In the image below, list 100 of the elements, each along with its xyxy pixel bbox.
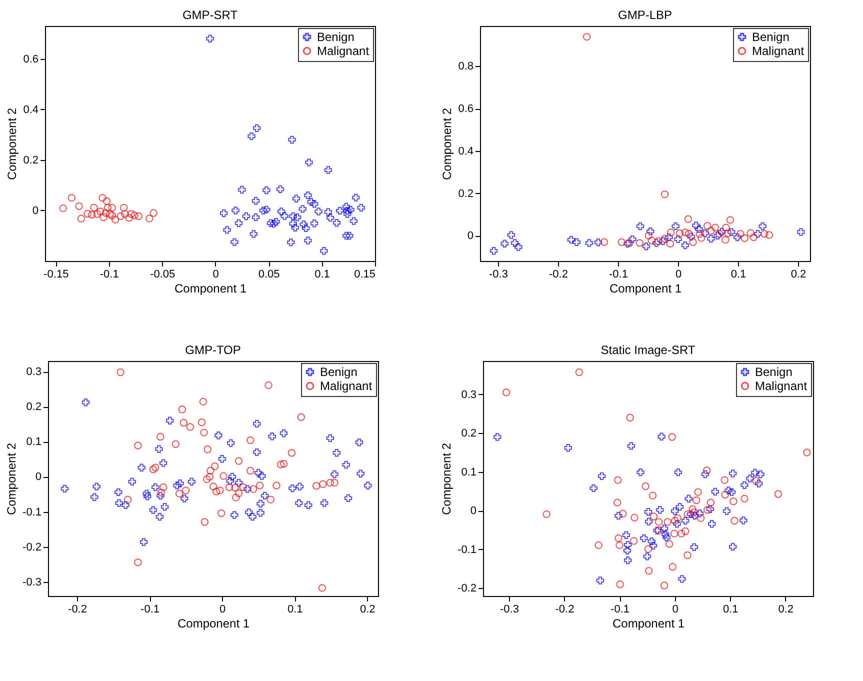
x-tick-label: 0.15 [354, 268, 376, 280]
legend-label: Benign [752, 30, 790, 44]
point [300, 220, 308, 228]
point [614, 512, 622, 520]
y-axis-title: Component 2 [5, 108, 20, 180]
point [198, 418, 206, 426]
point [210, 482, 218, 490]
point [624, 556, 632, 564]
point [199, 398, 208, 406]
x-tick-label: -0.1 [609, 268, 628, 280]
point [88, 210, 96, 219]
y-tick-label: -0.2 [458, 582, 476, 595]
point [728, 470, 737, 478]
point [96, 208, 104, 216]
x-axis-title: Component 1 [609, 282, 682, 296]
point [304, 236, 312, 244]
point [670, 530, 678, 538]
point [648, 492, 657, 500]
point [262, 206, 270, 214]
point [102, 209, 110, 217]
point [318, 584, 326, 592]
point [728, 542, 737, 551]
point [166, 416, 174, 424]
point [726, 216, 734, 224]
point [740, 516, 748, 524]
point [212, 488, 220, 496]
point [681, 241, 690, 250]
point [232, 206, 240, 214]
point [567, 236, 576, 244]
point [218, 455, 226, 463]
point [357, 204, 366, 212]
point [304, 191, 312, 200]
point [708, 520, 716, 528]
point [696, 230, 704, 238]
point [293, 213, 302, 222]
point [234, 478, 243, 487]
point [342, 202, 350, 211]
point [216, 486, 224, 494]
point [746, 229, 754, 237]
point [670, 516, 679, 525]
point [642, 242, 650, 250]
point [613, 498, 622, 506]
y-tick-label: 0.2 [458, 188, 474, 200]
point [673, 520, 681, 528]
point [618, 238, 626, 246]
point [687, 232, 696, 241]
point [342, 232, 350, 240]
point [754, 230, 762, 238]
x-axis-title: Component 1 [612, 616, 685, 630]
point [326, 434, 334, 442]
point [622, 531, 630, 539]
point [310, 219, 318, 228]
point [730, 498, 738, 506]
point [270, 220, 278, 228]
point [346, 206, 354, 214]
point [324, 166, 332, 174]
point [280, 212, 288, 220]
point [688, 505, 696, 513]
point [694, 488, 702, 496]
point [616, 580, 624, 588]
point [600, 238, 608, 246]
point [206, 34, 214, 42]
point [696, 510, 704, 518]
point [93, 210, 102, 218]
point [754, 480, 763, 488]
x-tick-label: 0 [220, 604, 226, 616]
x-tick-label: -0.1 [610, 604, 630, 616]
point [225, 483, 234, 492]
y-tick-label: 0.2 [26, 401, 42, 414]
point [280, 429, 288, 438]
point [636, 222, 644, 230]
point [220, 472, 228, 480]
chart-title: GMP-TOP [185, 343, 241, 357]
point [288, 484, 296, 492]
point [668, 433, 676, 441]
point [724, 229, 732, 238]
point [706, 505, 714, 513]
point [114, 488, 122, 496]
point [264, 381, 272, 390]
x-tick-label: -0.1 [140, 604, 160, 616]
y-tick-label: 0.2 [23, 154, 38, 166]
y-tick-label: 0.1 [26, 436, 42, 448]
point [186, 423, 194, 431]
point [266, 496, 275, 504]
point [157, 488, 165, 496]
point [256, 500, 264, 508]
point [304, 501, 312, 510]
point [692, 496, 700, 504]
point [660, 190, 669, 198]
point [220, 209, 228, 218]
point [234, 457, 243, 465]
x-tick-label: 0 [672, 604, 678, 616]
point [797, 228, 805, 236]
point [664, 518, 672, 526]
point [253, 420, 261, 428]
point [803, 448, 811, 456]
chart-title: Static Image-SRT [600, 343, 696, 357]
point [740, 481, 748, 489]
point [90, 204, 98, 212]
point [151, 464, 160, 472]
